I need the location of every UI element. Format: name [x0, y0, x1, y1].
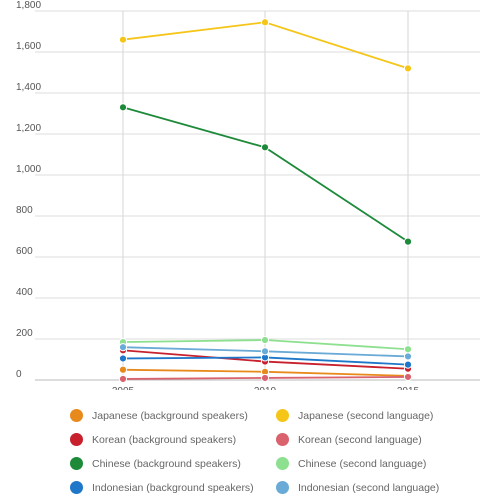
legend-swatch [70, 481, 83, 494]
horizontal-gridlines [35, 10, 480, 381]
data-point-7-2005 [118, 343, 128, 352]
legend-swatch [70, 433, 83, 446]
data-point-3-2005 [118, 374, 128, 384]
data-point-1-2010 [260, 18, 270, 27]
data-point-7-2010 [260, 347, 270, 356]
legend-label: Korean (second language) [298, 433, 422, 446]
y-tick-label: 1,200 [16, 123, 41, 134]
legend-label: Chinese (background speakers) [92, 457, 241, 470]
vertical-gridlines [122, 11, 409, 380]
data-point-7-2015 [403, 352, 413, 361]
data-point-6-2005 [118, 354, 128, 363]
legend-item[interactable]: Chinese (background speakers) [70, 457, 276, 470]
legend-item[interactable]: Japanese (background speakers) [70, 409, 276, 422]
data-point-5-2010 [260, 335, 270, 345]
chart-legend: Japanese (background speakers) Japanese (… [70, 409, 490, 494]
y-tick-label: 400 [16, 287, 33, 298]
legend-swatch [276, 457, 289, 470]
data-point-4-2010 [260, 143, 270, 152]
data-point-3-2010 [260, 373, 270, 383]
legend-label: Chinese (second language) [298, 457, 427, 470]
x-tick-label: 2005 [112, 386, 135, 390]
legend-item[interactable]: Japanese (second language) [276, 409, 476, 422]
legend-swatch [276, 481, 289, 494]
data-point-4-2015 [403, 237, 413, 246]
legend-swatch [70, 409, 83, 422]
legend-label: Japanese (second language) [298, 409, 434, 422]
line-chart: 0 200 400 600 800 1,000 1,200 1,400 1,600 1,800 2… [16, 0, 480, 390]
data-point-6-2015 [403, 360, 413, 369]
legend-item[interactable]: Chinese (second language) [276, 457, 476, 470]
data-point-3-2015 [403, 372, 413, 382]
y-tick-label: 1,800 [16, 0, 41, 11]
legend-swatch [276, 433, 289, 446]
legend-item[interactable]: Korean (background speakers) [70, 433, 276, 446]
legend-swatch [70, 457, 83, 470]
legend-label: Japanese (background speakers) [92, 409, 248, 422]
y-tick-label: 800 [16, 205, 33, 216]
legend-label: Korean (background speakers) [92, 433, 237, 446]
y-tick-label: 600 [16, 246, 33, 257]
data-point-4-2005 [118, 103, 128, 112]
y-tick-label: 1,000 [16, 164, 41, 175]
x-axis-tick-labels: 2005 2010 2015 [112, 386, 420, 390]
series-points [118, 18, 413, 384]
y-tick-label: 0 [16, 369, 22, 380]
legend-label: Indonesian (second language) [298, 481, 440, 494]
data-point-0-2005 [118, 365, 128, 374]
legend-swatch [276, 409, 289, 422]
legend-label: Indonesian (background speakers) [92, 481, 254, 494]
data-point-1-2015 [403, 64, 413, 73]
legend-item[interactable]: Indonesian (background speakers) [70, 481, 276, 494]
data-point-5-2015 [403, 345, 413, 354]
data-point-1-2005 [118, 35, 128, 44]
legend-item[interactable]: Indonesian (second language) [276, 481, 476, 494]
y-tick-label: 200 [16, 328, 33, 339]
y-tick-label: 1,600 [16, 41, 41, 52]
y-tick-label: 1,400 [16, 82, 41, 93]
legend-item[interactable]: Korean (second language) [276, 433, 476, 446]
x-tick-label: 2015 [397, 386, 420, 390]
x-tick-label: 2010 [254, 386, 277, 390]
y-axis-tick-labels: 0 200 400 600 800 1,000 1,200 1,400 1,600 1,800 [16, 0, 41, 380]
